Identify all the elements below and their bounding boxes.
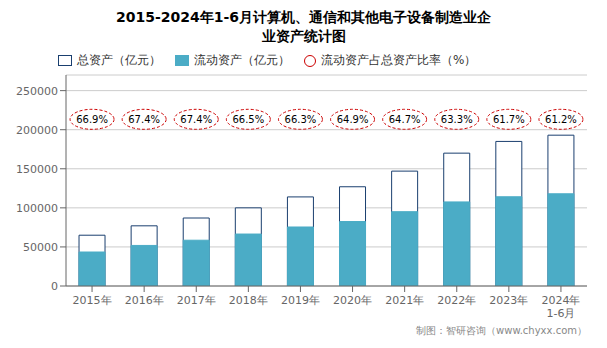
svg-text:2022年: 2022年 (437, 294, 476, 307)
svg-text:2019年: 2019年 (281, 294, 320, 307)
svg-text:250000: 250000 (16, 85, 58, 98)
svg-text:2017年: 2017年 (177, 294, 216, 307)
svg-text:0: 0 (51, 280, 58, 293)
svg-text:2020年: 2020年 (333, 294, 372, 307)
html-text:流动资产（亿元）: 流动资产（亿元） (194, 53, 290, 67)
svg-text:2018年: 2018年 (229, 294, 268, 307)
svg-text:66.5%: 66.5% (232, 114, 264, 125)
svg-text:2024年1-6月: 2024年1-6月 (541, 294, 580, 320)
html-text:2015-2024年1-6月计算机、通信和其他电子设备制造业: 2015-2024年1-6月计算机、通信和其他电子设备制造业企 业资产统计图 (116, 9, 491, 44)
svg-text:2023年: 2023年 (489, 294, 528, 307)
svg-text:66.3%: 66.3% (285, 114, 317, 125)
html-text:制图：智研咨询（www.chyxx.com）: 制图：智研咨询（www.chyxx.com） (416, 325, 587, 336)
svg-text:67.4%: 67.4% (128, 114, 160, 125)
svg-text:2021年: 2021年 (385, 294, 424, 307)
svg-text:67.4%: 67.4% (180, 114, 212, 125)
svg-text:66.9%: 66.9% (76, 114, 108, 125)
svg-text:100000: 100000 (16, 202, 58, 215)
svg-text:200000: 200000 (16, 124, 58, 137)
svg-text:150000: 150000 (16, 163, 58, 176)
svg-text:64.9%: 64.9% (337, 114, 369, 125)
svg-text:63.3%: 63.3% (441, 114, 473, 125)
svg-text:2016年: 2016年 (125, 294, 164, 307)
svg-text:61.2%: 61.2% (545, 114, 577, 125)
svg-text:64.7%: 64.7% (389, 114, 421, 125)
svg-text:2015年: 2015年 (73, 294, 112, 307)
html-text:总资产（亿元）: 总资产（亿元） (77, 53, 161, 67)
html-text:流动资产占总资产比率（%）: 流动资产占总资产比率（%） (321, 53, 477, 67)
svg-text:61.7%: 61.7% (493, 114, 525, 125)
svg-text:50000: 50000 (23, 241, 58, 254)
